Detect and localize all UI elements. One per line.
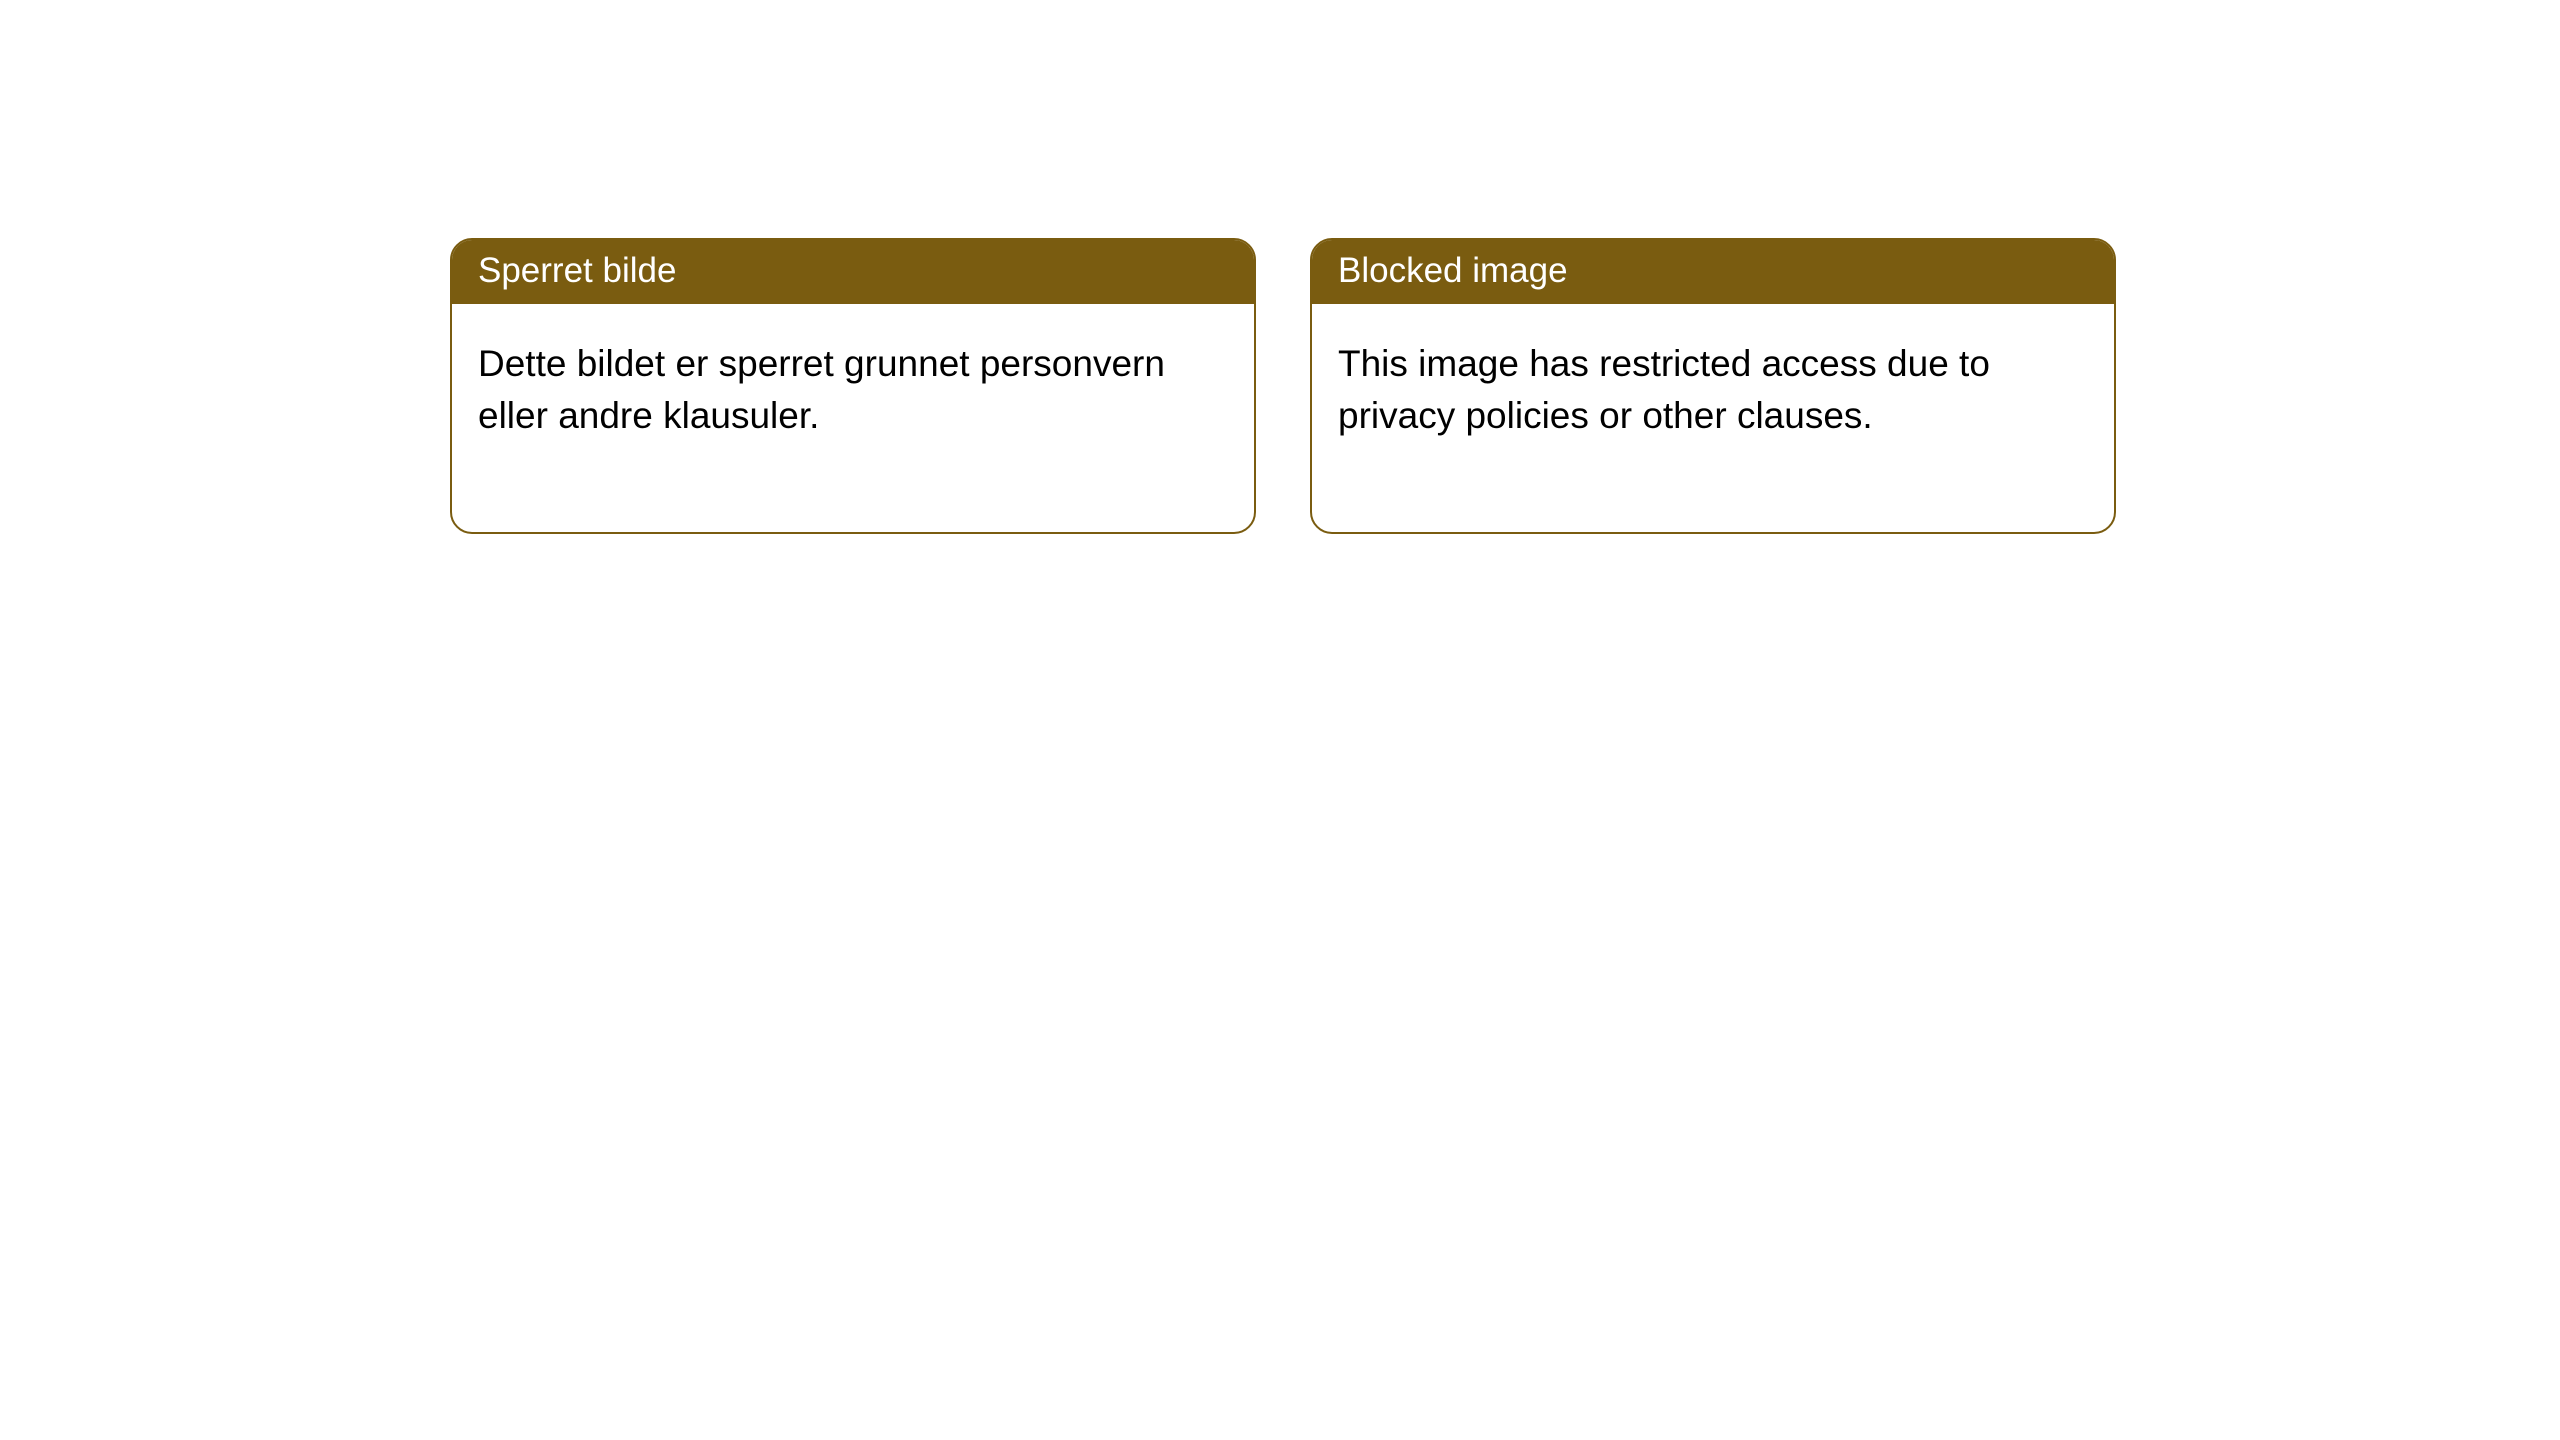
blocked-image-card-english: Blocked image This image has restricted … [1310, 238, 2116, 534]
card-header: Blocked image [1312, 240, 2114, 304]
card-body: Dette bildet er sperret grunnet personve… [452, 304, 1254, 532]
blocked-image-card-norwegian: Sperret bilde Dette bildet er sperret gr… [450, 238, 1256, 534]
card-header: Sperret bilde [452, 240, 1254, 304]
card-body: This image has restricted access due to … [1312, 304, 2114, 532]
notice-container: Sperret bilde Dette bildet er sperret gr… [0, 0, 2560, 534]
